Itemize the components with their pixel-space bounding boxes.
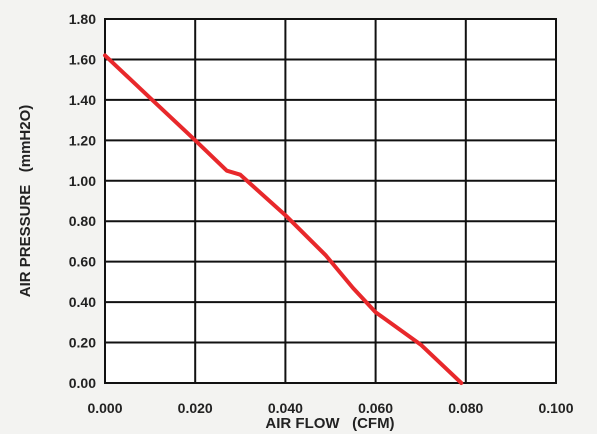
x-tick-label: 0.040 — [268, 400, 303, 416]
y-tick-label: 0.60 — [69, 254, 96, 270]
y-tick-label: 0.20 — [69, 335, 96, 351]
x-tick-label: 0.020 — [178, 400, 213, 416]
plot-area — [105, 19, 556, 383]
x-tick-label: 0.080 — [448, 400, 483, 416]
x-tick-label: 0.100 — [538, 400, 573, 416]
y-tick-label: 1.80 — [69, 11, 96, 27]
series-line — [103, 53, 464, 385]
y-tick-labels: 0.00 0.20 0.40 0.60 0.80 1.00 1.20 1.40 1.60 1.80 — [69, 11, 96, 391]
x-axis-label: AIR FLOW (CFM) — [265, 415, 394, 432]
y-tick-label: 0.40 — [69, 294, 96, 310]
y-tick-label: 1.00 — [69, 173, 96, 189]
x-tick-labels: 0.000 0.020 0.040 0.060 0.080 0.100 — [87, 400, 573, 416]
y-tick-label: 0.80 — [69, 213, 96, 229]
y-tick-label: 0.00 — [69, 375, 96, 391]
y-tick-label: 1.20 — [69, 132, 96, 148]
series-layer — [103, 53, 464, 385]
y-tick-label: 1.60 — [69, 51, 96, 67]
y-axis-label: AIR PRESSURE (mmH2O) — [17, 105, 34, 298]
plot-border — [104, 18, 557, 384]
y-tick-label: 1.40 — [69, 92, 96, 108]
x-tick-label: 0.060 — [358, 400, 393, 416]
x-tick-label: 0.000 — [87, 400, 122, 416]
